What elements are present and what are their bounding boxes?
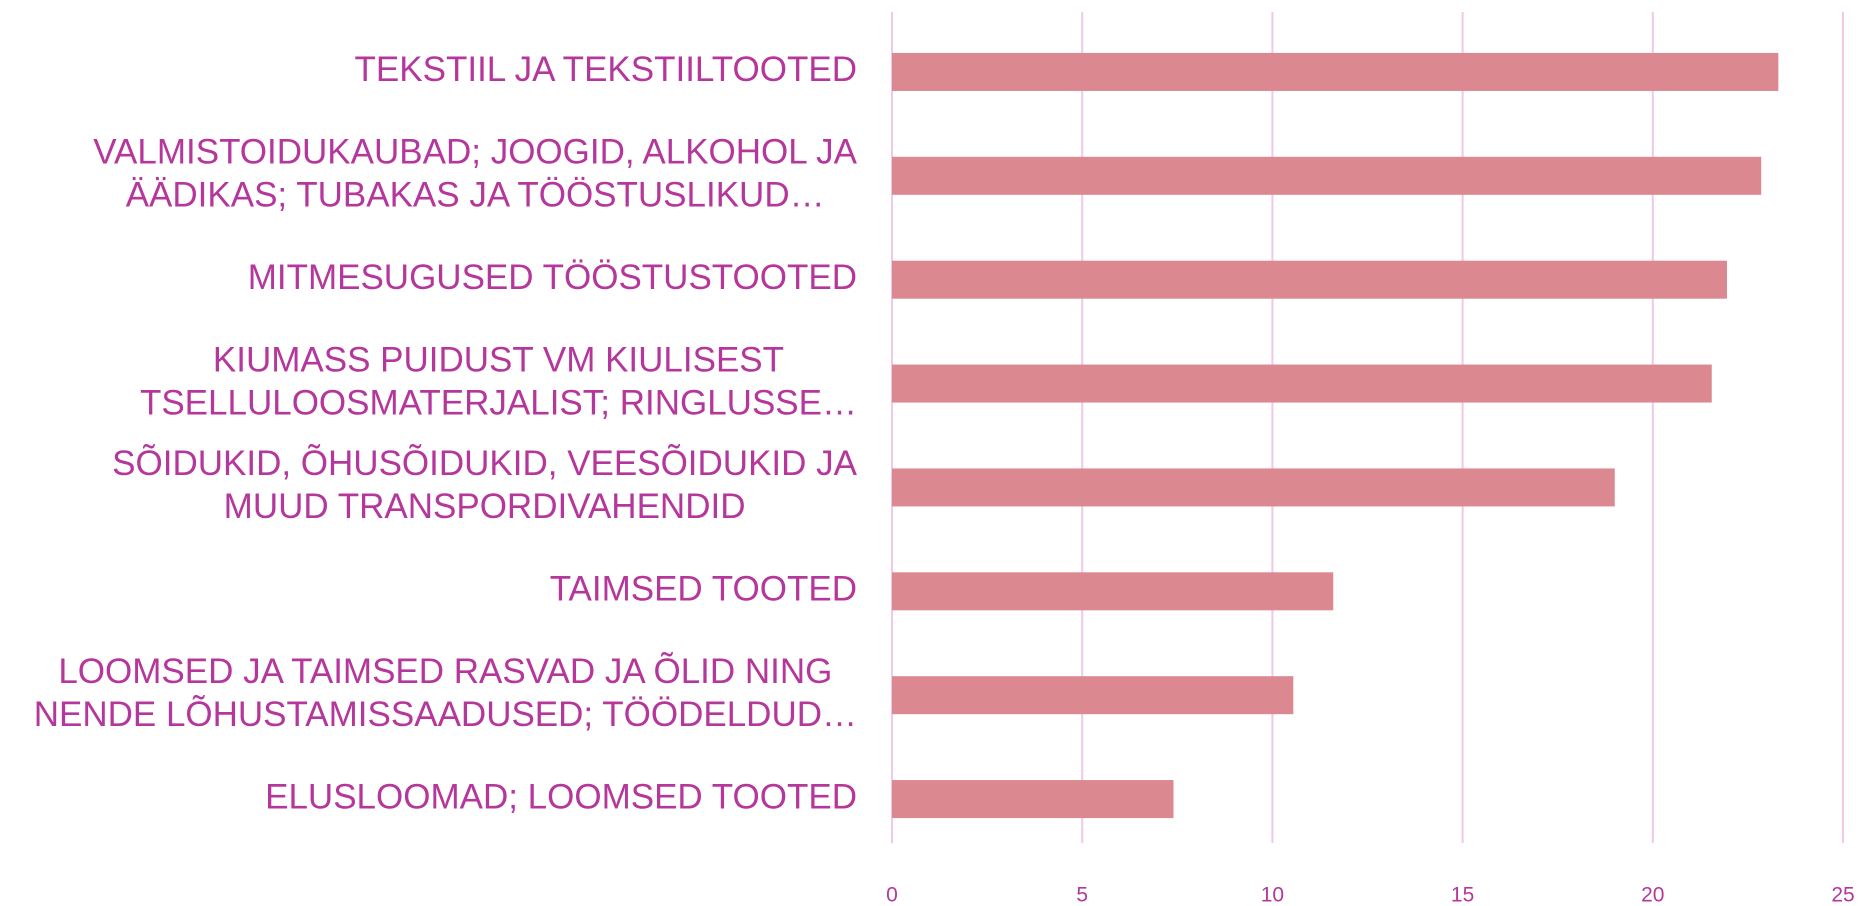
- category-label: MITMESUGUSED TÖÖSTUSTOOTED: [248, 258, 857, 297]
- bar: [892, 468, 1615, 507]
- bar: [892, 780, 1174, 819]
- category-label: NENDE LÕHUSTAMISSAADUSED; TÖÖDELDUD…: [34, 694, 857, 734]
- bar: [892, 156, 1762, 195]
- category-label: ELUSLOOMAD; LOOMSED TOOTED: [265, 777, 857, 816]
- x-tick-label: 15: [1451, 884, 1474, 906]
- category-label: KIUMASS PUIDUST VM KIULISEST: [213, 340, 784, 379]
- category-label: ÄÄDIKAS; TUBAKAS JA TÖÖSTUSLIKUD…: [126, 176, 825, 215]
- x-tick-label: 10: [1261, 884, 1284, 906]
- bar: [892, 260, 1727, 299]
- category-label: LOOMSED JA TAIMSED RASVAD JA ÕLID NING: [58, 651, 832, 691]
- bar: [892, 52, 1779, 91]
- category-label: MUUD TRANSPORDIVAHENDID: [224, 487, 746, 526]
- category-label: SÕIDUKID, ÕHUSÕIDUKID, VEESÕIDUKID JA: [112, 443, 857, 483]
- x-tick-label: 5: [1076, 884, 1088, 906]
- category-label: VALMISTOIDUKAUBAD; JOOGID, ALKOHOL JA: [93, 133, 857, 172]
- bar: [892, 676, 1294, 715]
- category-label: TAIMSED TOOTED: [550, 570, 857, 609]
- bar: [892, 572, 1334, 611]
- category-label: TSELLULOOSMATERJALIST; RINGLUSSE…: [140, 383, 857, 422]
- x-tick-label: 25: [1831, 884, 1854, 906]
- category-label: TEKSTIIL JA TEKSTIILTOOTED: [355, 50, 857, 89]
- bar: [892, 364, 1712, 403]
- x-tick-label: 0: [886, 884, 898, 906]
- x-tick-label: 20: [1641, 884, 1664, 906]
